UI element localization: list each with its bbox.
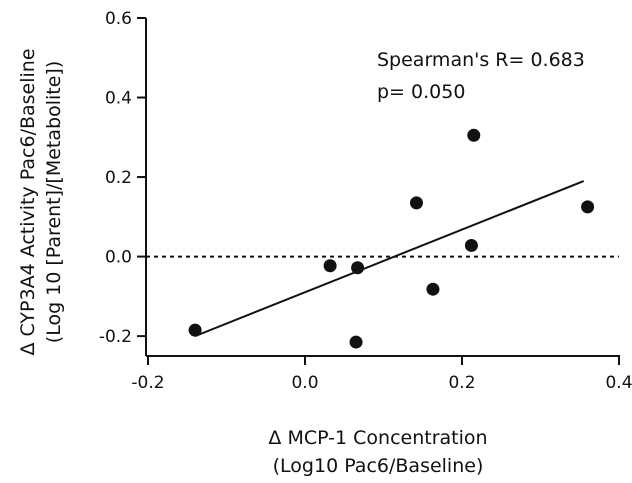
data-point bbox=[464, 238, 478, 252]
data-point bbox=[467, 128, 481, 142]
y-tick-label: 0.0 bbox=[105, 248, 132, 268]
data-point bbox=[351, 261, 365, 275]
p-value-annotation: p= 0.050 bbox=[377, 81, 465, 103]
x-tick-label: 0.0 bbox=[291, 373, 318, 393]
x-tick-label: 0.2 bbox=[448, 373, 475, 393]
data-point bbox=[426, 282, 440, 296]
y-axis-title: Δ CYP3A4 Activity Pac6/Baseline (Log 10 … bbox=[17, 48, 65, 355]
data-point bbox=[581, 200, 595, 214]
data-point bbox=[323, 259, 337, 273]
plot-area: -0.2 0.0 0.2 0.4 0.6 -0.2 0.0 0.2 0.4 bbox=[99, 9, 632, 393]
y-tick-label: -0.2 bbox=[99, 327, 132, 347]
spearman-r-annotation: Spearman's R= 0.683 bbox=[377, 49, 585, 71]
x-tick-label: 0.4 bbox=[605, 373, 632, 393]
y-tick-label: 0.4 bbox=[105, 89, 132, 109]
y-axis-title-line2: (Log 10 [Parent]/[Metabolite]) bbox=[43, 61, 65, 343]
y-axis-title-line1: Δ CYP3A4 Activity Pac6/Baseline bbox=[17, 48, 39, 355]
x-tick-label: -0.2 bbox=[131, 373, 164, 393]
x-axis-title-line2: (Log10 Pac6/Baseline) bbox=[273, 455, 484, 477]
y-tick-label: 0.6 bbox=[105, 9, 132, 29]
x-axis-title-line1: Δ MCP-1 Concentration bbox=[268, 427, 487, 449]
data-point bbox=[188, 323, 202, 337]
data-point bbox=[409, 196, 423, 210]
data-point bbox=[349, 335, 363, 349]
y-tick-label: 0.2 bbox=[105, 168, 132, 188]
regression-line bbox=[194, 180, 585, 338]
